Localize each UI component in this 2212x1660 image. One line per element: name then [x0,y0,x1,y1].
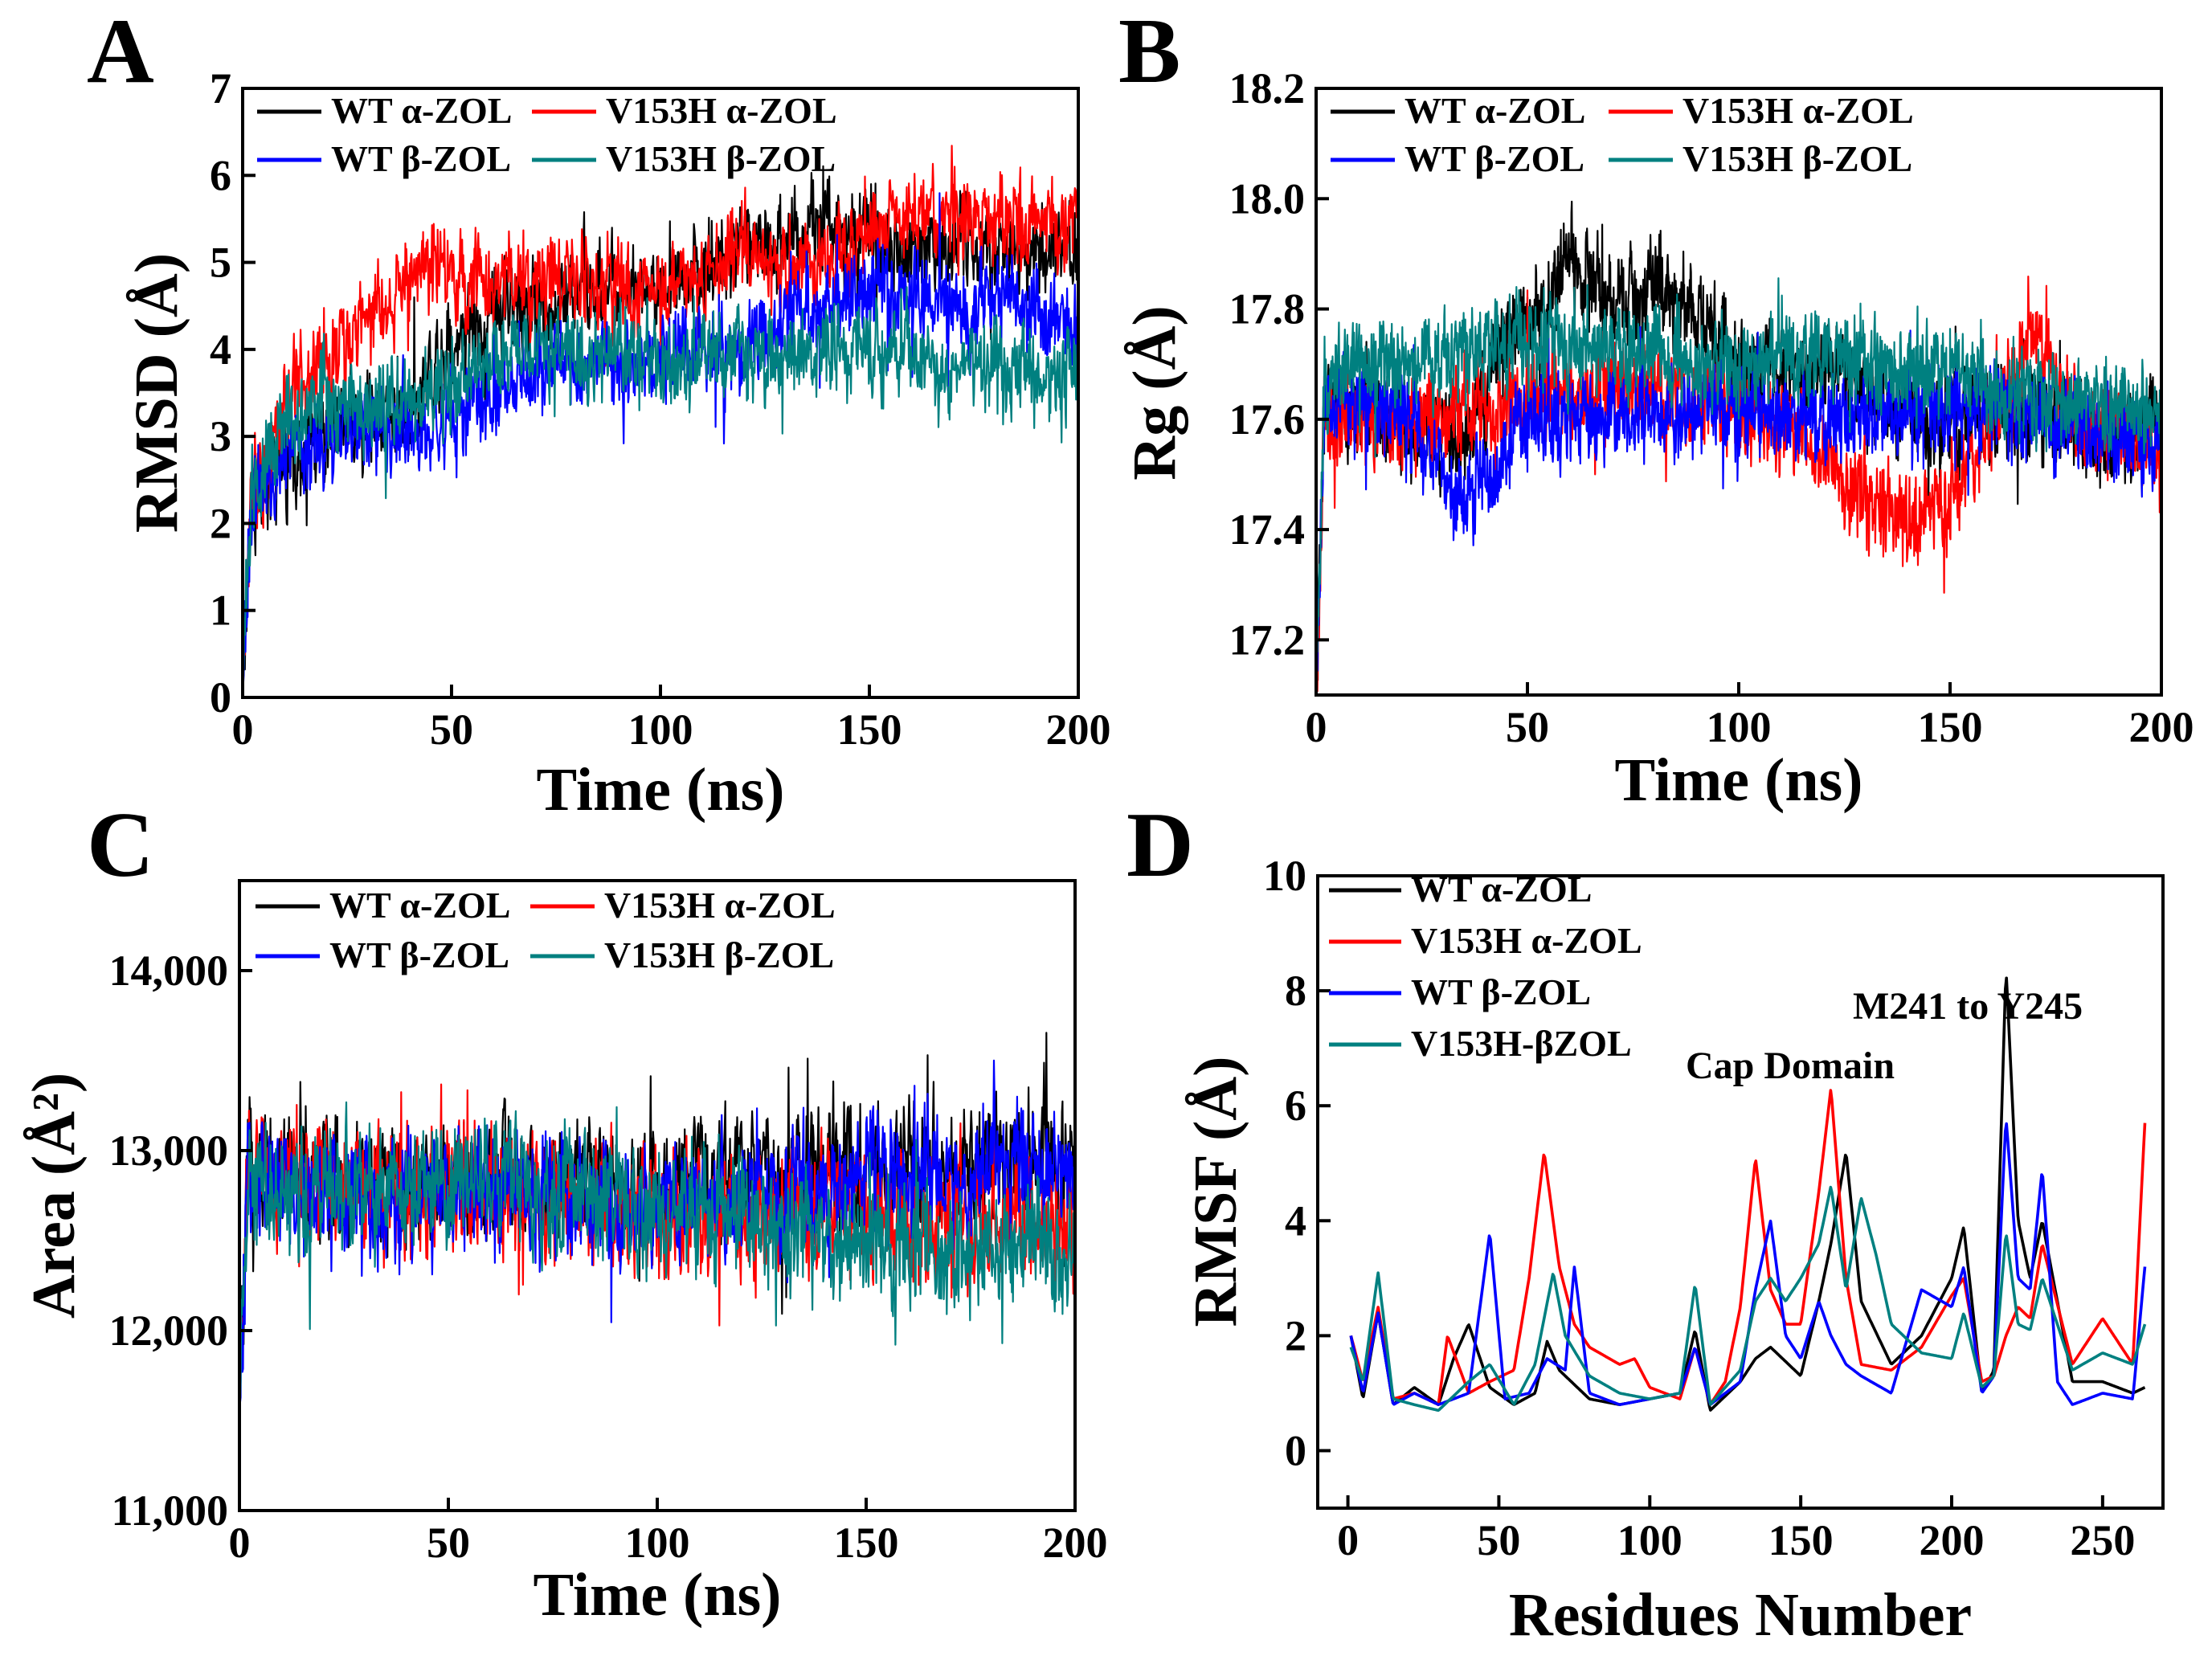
panel-a-x-axis-label: Time (ns) [537,756,785,824]
panel-a-label: A [87,0,154,103]
panel-b-y-tick-label: 17.8 [1229,285,1306,333]
panel-d-chart: D 0 50 100 150 200 250 0 2 4 6 8 10 WT α-ZOL V153H α… [1126,794,2165,1649]
panel-a-x-tick-label: 100 [628,705,693,754]
panel-a-y-tick-label: 4 [210,325,231,374]
panel-b-series-3 [1316,277,2161,695]
panel-d-legend: WT α-ZOL V153H α-ZOL WT β-ZOL V153H-βZOL [1329,869,1642,1064]
panel-d-x-tick-label: 150 [1768,1516,1834,1564]
panel-b-y-tick-label: 18.0 [1229,174,1306,223]
panel-c-x-tick-label: 50 [427,1519,470,1567]
panel-a-y-axis-label: RMSD (Å) [123,253,190,533]
panel-a-legend-label: V153H β-ZOL [606,138,836,179]
panel-b-y-tick-label: 17.4 [1229,505,1306,554]
panel-b-x-tick-label: 200 [2129,703,2194,751]
panel-c-x-tick-label: 200 [1043,1519,1108,1567]
panel-d-y-tick-label: 0 [1285,1426,1306,1474]
panel-c-x-axis-label: Time (ns) [534,1561,782,1629]
panel-a-y-tick-label: 2 [210,499,231,547]
panel-c-legend-label: V153H α-ZOL [604,885,836,926]
panel-d-y-tick-label: 2 [1285,1311,1306,1359]
panel-b-legend-label: WT α-ZOL [1404,90,1586,131]
panel-b-legend-label: WT β-ZOL [1404,138,1584,179]
panel-b-label: B [1118,0,1180,103]
panel-b-x-tick-label: 100 [1707,703,1772,751]
panel-b-chart: B 0 50 100 150 200 17.2 17.4 17.6 17.8 18.0 18.2 W… [1118,0,2194,814]
panel-a-x-tick-label: 200 [1046,705,1111,754]
panel-c-legend-label: V153H β-ZOL [604,934,834,975]
panel-c-y-axis-label: Area (Å²) [20,1073,88,1319]
panel-d-legend-label: V153H-βZOL [1411,1023,1632,1064]
panel-c-series-3 [239,1101,1075,1421]
panel-d-legend-label: WT α-ZOL [1411,869,1593,910]
annotation-cap-domain: Cap Domain [1686,1045,1895,1087]
panel-b-y-axis-label: Rg (Å) [1121,305,1188,480]
panel-d-x-tick-label: 50 [1477,1516,1520,1564]
panel-c-y-tick-label: 11,000 [111,1486,228,1535]
panel-c-x-tick-label: 0 [229,1519,251,1567]
panel-d-plot-frame [1316,874,2165,1510]
panel-d-x-tick-label: 100 [1617,1516,1683,1564]
panel-a-x-tick-label: 50 [430,705,473,754]
panel-b-legend-label: V153H β-ZOL [1683,138,1912,179]
panel-c-legend: WT α-ZOL V153H α-ZOL WT β-ZOL V153H β-ZOL [256,885,836,975]
panel-a-legend-label: WT β-ZOL [331,138,511,179]
panel-b-x-axis-label: Time (ns) [1615,746,1863,814]
panel-c-legend-label: WT β-ZOL [329,934,509,975]
panel-d-y-tick-label: 10 [1263,852,1306,900]
panel-a-legend: WT α-ZOL V153H α-ZOL WT β-ZOL V153H β-ZOL [257,90,837,179]
panel-a-y-tick-label: 0 [210,673,231,722]
panel-c-y-tick-label: 12,000 [109,1306,229,1355]
panel-b-legend: WT α-ZOL V153H α-ZOL WT β-ZOL V153H β-ZOL [1331,90,1914,179]
panel-c-chart: C 0 50 100 150 200 11,000 12,000 13,000 14,000 W… [20,794,1108,1629]
panel-a-legend-label: WT α-ZOL [331,90,513,131]
panel-d-x-axis-label: Residues Number [1509,1581,1972,1649]
panel-d-y-axis-label: RMSF (Å) [1182,1057,1249,1327]
panel-d-y-tick-label: 4 [1285,1196,1306,1245]
panel-b-x-tick-label: 50 [1506,703,1549,751]
panel-d-y-tick-label: 6 [1285,1081,1306,1130]
panel-d-series-1 [1349,1089,2147,1406]
panel-c-label: C [87,794,154,897]
panel-d-label: D [1126,794,1194,897]
panel-d-y-tick-label: 8 [1285,967,1306,1015]
panel-d-x-tick-label: 200 [1920,1516,1985,1564]
panel-a-chart: A 0 50 100 150 200 0 1 2 3 4 5 6 7 WT α-ZOL V153H α-Z… [87,0,1111,824]
panel-c-y-tick-label: 13,000 [109,1126,229,1175]
panel-a-legend-label: V153H α-ZOL [606,90,837,131]
panel-a-y-tick-label: 6 [210,151,231,199]
panel-d-series-0 [1349,976,2146,1412]
panel-c-legend-label: WT α-ZOL [329,885,511,926]
panel-a-y-tick-label: 5 [210,239,231,287]
panel-a-x-tick-label: 0 [232,705,254,754]
panel-c-x-tick-label: 100 [625,1519,690,1567]
panel-d-legend-label: WT β-ZOL [1411,971,1591,1012]
panel-a-x-tick-label: 150 [837,705,902,754]
panel-a-y-tick-label: 3 [210,412,231,460]
panel-a-series-3 [243,286,1078,697]
annotation-m241-y245: M241 to Y245 [1853,985,2083,1028]
panel-a-y-tick-label: 7 [210,64,231,112]
panel-b-x-tick-label: 0 [1306,703,1327,751]
panel-d-legend-label: V153H α-ZOL [1411,920,1642,961]
panel-a-y-tick-label: 1 [210,587,231,635]
panel-b-x-tick-label: 150 [1918,703,1983,751]
panel-b-y-tick-label: 17.6 [1229,395,1306,444]
panel-b-y-tick-label: 17.2 [1229,615,1306,664]
panel-d-x-tick-label: 0 [1337,1516,1359,1564]
panel-b-legend-label: V153H α-ZOL [1683,90,1914,131]
panel-c-x-tick-label: 150 [834,1519,899,1567]
panel-d-series-3 [1349,1185,2147,1413]
panel-c-y-tick-label: 14,000 [109,947,229,995]
panel-b-y-tick-label: 18.2 [1229,64,1306,112]
panel-d-x-tick-label: 250 [2070,1516,2135,1564]
